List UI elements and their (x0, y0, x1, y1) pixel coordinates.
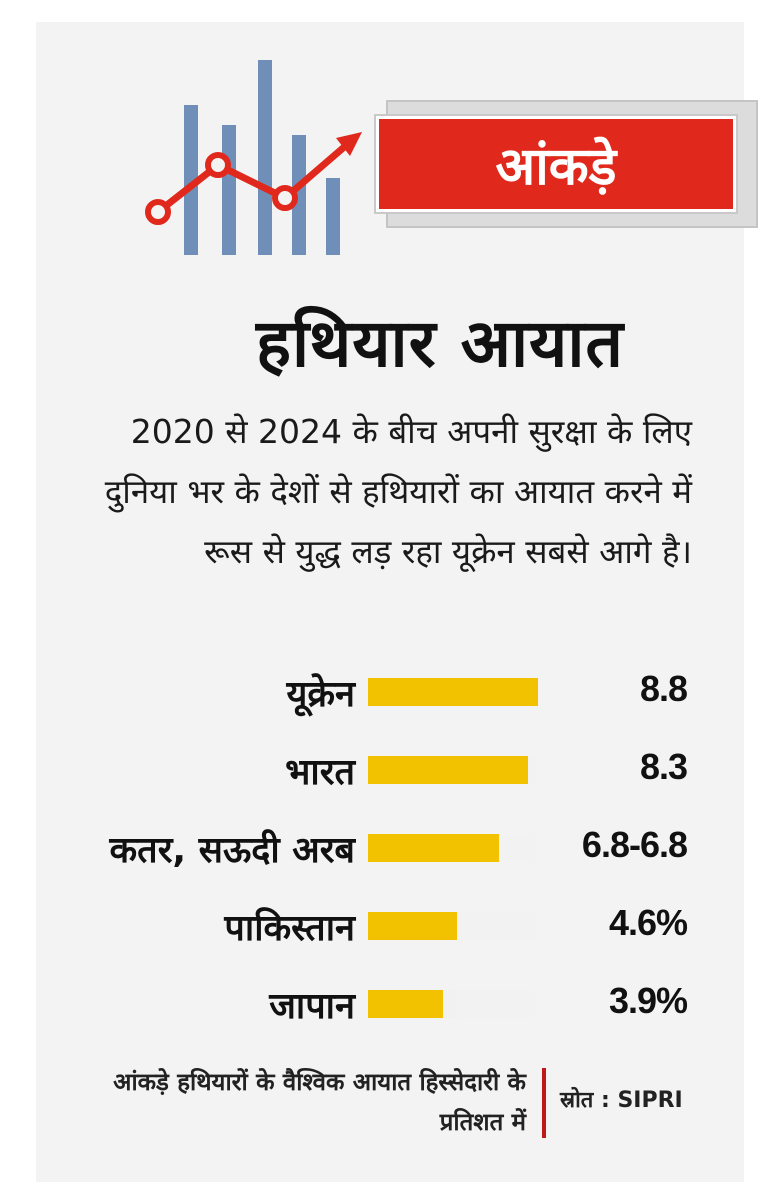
bar-label: पाकिस्तान (224, 908, 355, 949)
bar (368, 912, 457, 940)
bar-label: कतर, सऊदी अरब (109, 830, 355, 871)
bar-value-label: 6.8-6.8 (581, 824, 688, 865)
bar-value-label: 8.8 (639, 668, 688, 709)
bar-value-label: 3.9% (608, 980, 688, 1021)
bar-value-label: 8.3 (639, 746, 688, 787)
chart-subtitle: 2020 से 2024 के बीच अपनी सुरक्षा के लिए … (104, 412, 692, 571)
bar (368, 678, 538, 706)
chart-title: हथियार आयात (255, 305, 625, 382)
bar-label: जापान (269, 986, 355, 1027)
bar-label: भारत (285, 752, 355, 793)
bar-chart: यूक्रेन 8.8 भारत 8.3 कतर, सऊदी अरब 6.8-6.8 पाक… (0, 660, 769, 1030)
bar-label: यूक्रेन (286, 674, 355, 715)
footnote-divider (542, 1068, 546, 1138)
bar (368, 990, 444, 1018)
chart-note: आंकड़े हथियारों के वैश्विक आयात हिस्सेदा… (113, 1068, 526, 1136)
chart-source: स्रोत : SIPRI (560, 1088, 683, 1113)
bar (368, 834, 500, 862)
bar (368, 756, 529, 784)
bar-value-label: 4.6% (608, 902, 688, 943)
badge-label: आंकड़े (376, 116, 736, 212)
rising-chart-icon (145, 60, 362, 255)
